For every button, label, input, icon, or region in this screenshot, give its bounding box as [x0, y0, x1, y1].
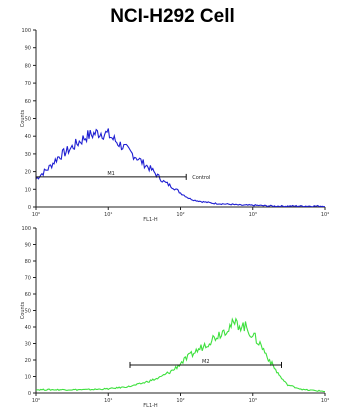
y-tick-label-1-5: 50: [25, 117, 31, 123]
x-axis-label-2: FL1-H: [143, 403, 158, 409]
x-tick-label-2-1: 10¹: [104, 398, 112, 404]
y-tick-label-2-2: 20: [25, 358, 31, 364]
x-tick-label-1-3: 10³: [249, 212, 257, 218]
y-tick-label-1-4: 40: [25, 134, 31, 140]
y-tick-label-2-5: 50: [25, 309, 31, 315]
gate-label-1: M1: [107, 171, 115, 177]
y-tick-label-1-1: 10: [25, 187, 31, 193]
y-tick-label-2-0: 0: [28, 391, 31, 397]
x-tick-label-1-4: 10⁴: [321, 212, 329, 218]
histogram-trace-2: [36, 317, 325, 393]
x-tick-label-2-4: 10⁴: [321, 398, 329, 404]
control-annotation: Control: [192, 175, 210, 181]
y-tick-label-2-9: 90: [25, 243, 31, 249]
x-axis-label-1: FL1-H: [143, 217, 158, 223]
histogram-trace-1: [36, 128, 325, 207]
y-tick-label-1-10: 100: [21, 28, 31, 34]
y-tick-label-1-9: 90: [25, 46, 31, 52]
y-tick-label-2-8: 80: [25, 259, 31, 265]
y-tick-label-1-3: 30: [25, 152, 31, 158]
gate-label-2: M2: [202, 359, 210, 365]
y-axis-label-2: Counts: [20, 301, 26, 319]
x-tick-label-2-0: 10⁰: [32, 398, 40, 404]
y-tick-label-2-1: 10: [25, 375, 31, 381]
y-tick-label-1-7: 70: [25, 81, 31, 87]
y-tick-label-2-10: 100: [21, 226, 31, 232]
chart-title: NCI-H292 Cell: [110, 6, 235, 27]
y-tick-label-1-0: 0: [28, 205, 31, 211]
y-tick-label-2-3: 30: [25, 342, 31, 348]
x-tick-label-1-1: 10¹: [104, 212, 112, 218]
y-tick-label-1-8: 80: [25, 63, 31, 69]
y-tick-label-2-7: 70: [25, 276, 31, 282]
x-tick-label-1-2: 10²: [176, 212, 184, 218]
x-tick-label-2-2: 10²: [176, 398, 184, 404]
y-tick-label-1-6: 60: [25, 99, 31, 105]
y-tick-label-2-4: 40: [25, 325, 31, 331]
y-axis-label-1: Counts: [20, 109, 26, 127]
x-tick-label-1-0: 10⁰: [32, 212, 40, 218]
y-tick-label-2-6: 60: [25, 292, 31, 298]
y-tick-label-1-2: 20: [25, 170, 31, 176]
x-tick-label-2-3: 10³: [249, 398, 257, 404]
